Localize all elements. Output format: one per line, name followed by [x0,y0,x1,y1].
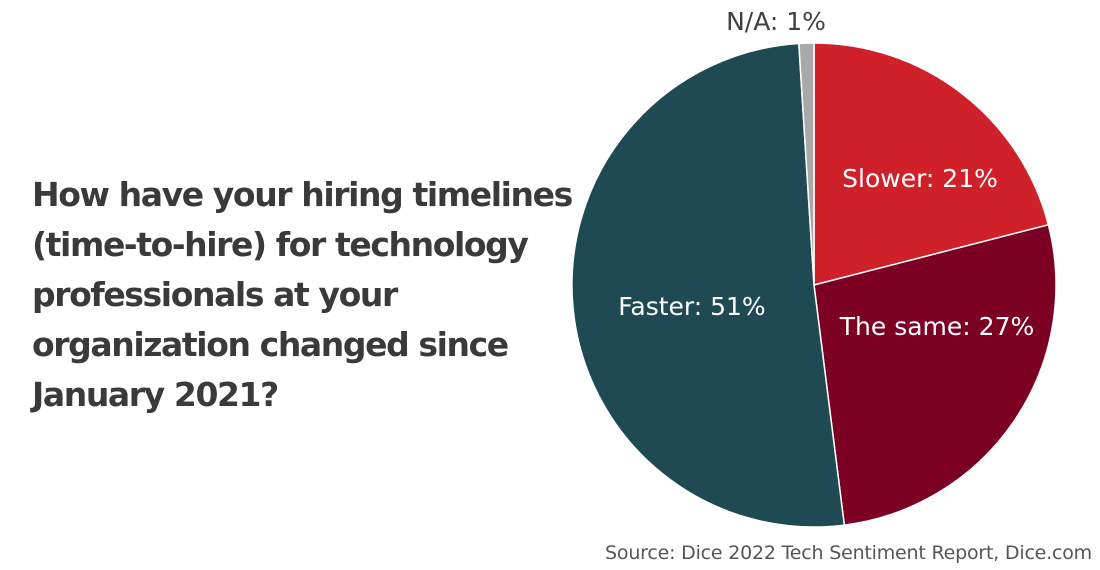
slice-label-the-same: The same: 27% [839,312,1034,341]
question-title: How have your hiring timelines (time-to-… [32,175,573,414]
slice-label-n-a: N/A: 1% [726,7,826,36]
pie-slice-faster [571,42,846,528]
pie-slice-the-same [813,223,1057,526]
source-note: Source: Dice 2022 Tech Sentiment Report,… [605,542,1092,564]
pie-slice-slower [813,42,1050,286]
slice-label-faster: Faster: 51% [618,292,765,321]
slice-label-slower: Slower: 21% [842,164,998,193]
pie-slice-n-a [798,42,815,286]
